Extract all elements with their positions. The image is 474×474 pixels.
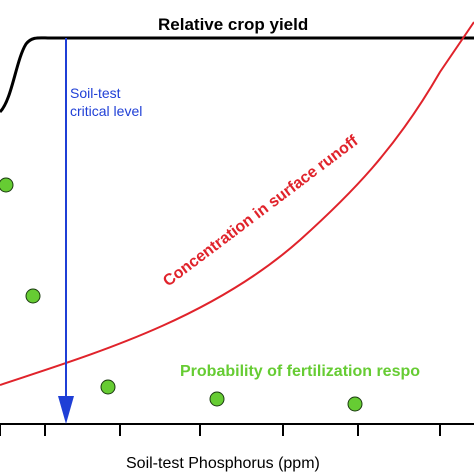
response-point xyxy=(209,391,225,407)
response-point xyxy=(25,288,41,304)
response-point xyxy=(100,379,116,395)
critical-level-arrow-head xyxy=(58,396,74,424)
title-label: Relative crop yield xyxy=(158,15,308,34)
response-point xyxy=(347,396,363,412)
response-label: Probability of fertilization respo xyxy=(180,363,420,380)
runoff-curve xyxy=(0,21,474,386)
response-point xyxy=(0,177,14,193)
critical-level-label-line2: critical level xyxy=(70,103,142,119)
yield-curve xyxy=(0,36,474,114)
critical-level-label-line1: Soil-test xyxy=(70,85,121,101)
x-axis-label: Soil-test Phosphorus (ppm) xyxy=(126,455,320,472)
